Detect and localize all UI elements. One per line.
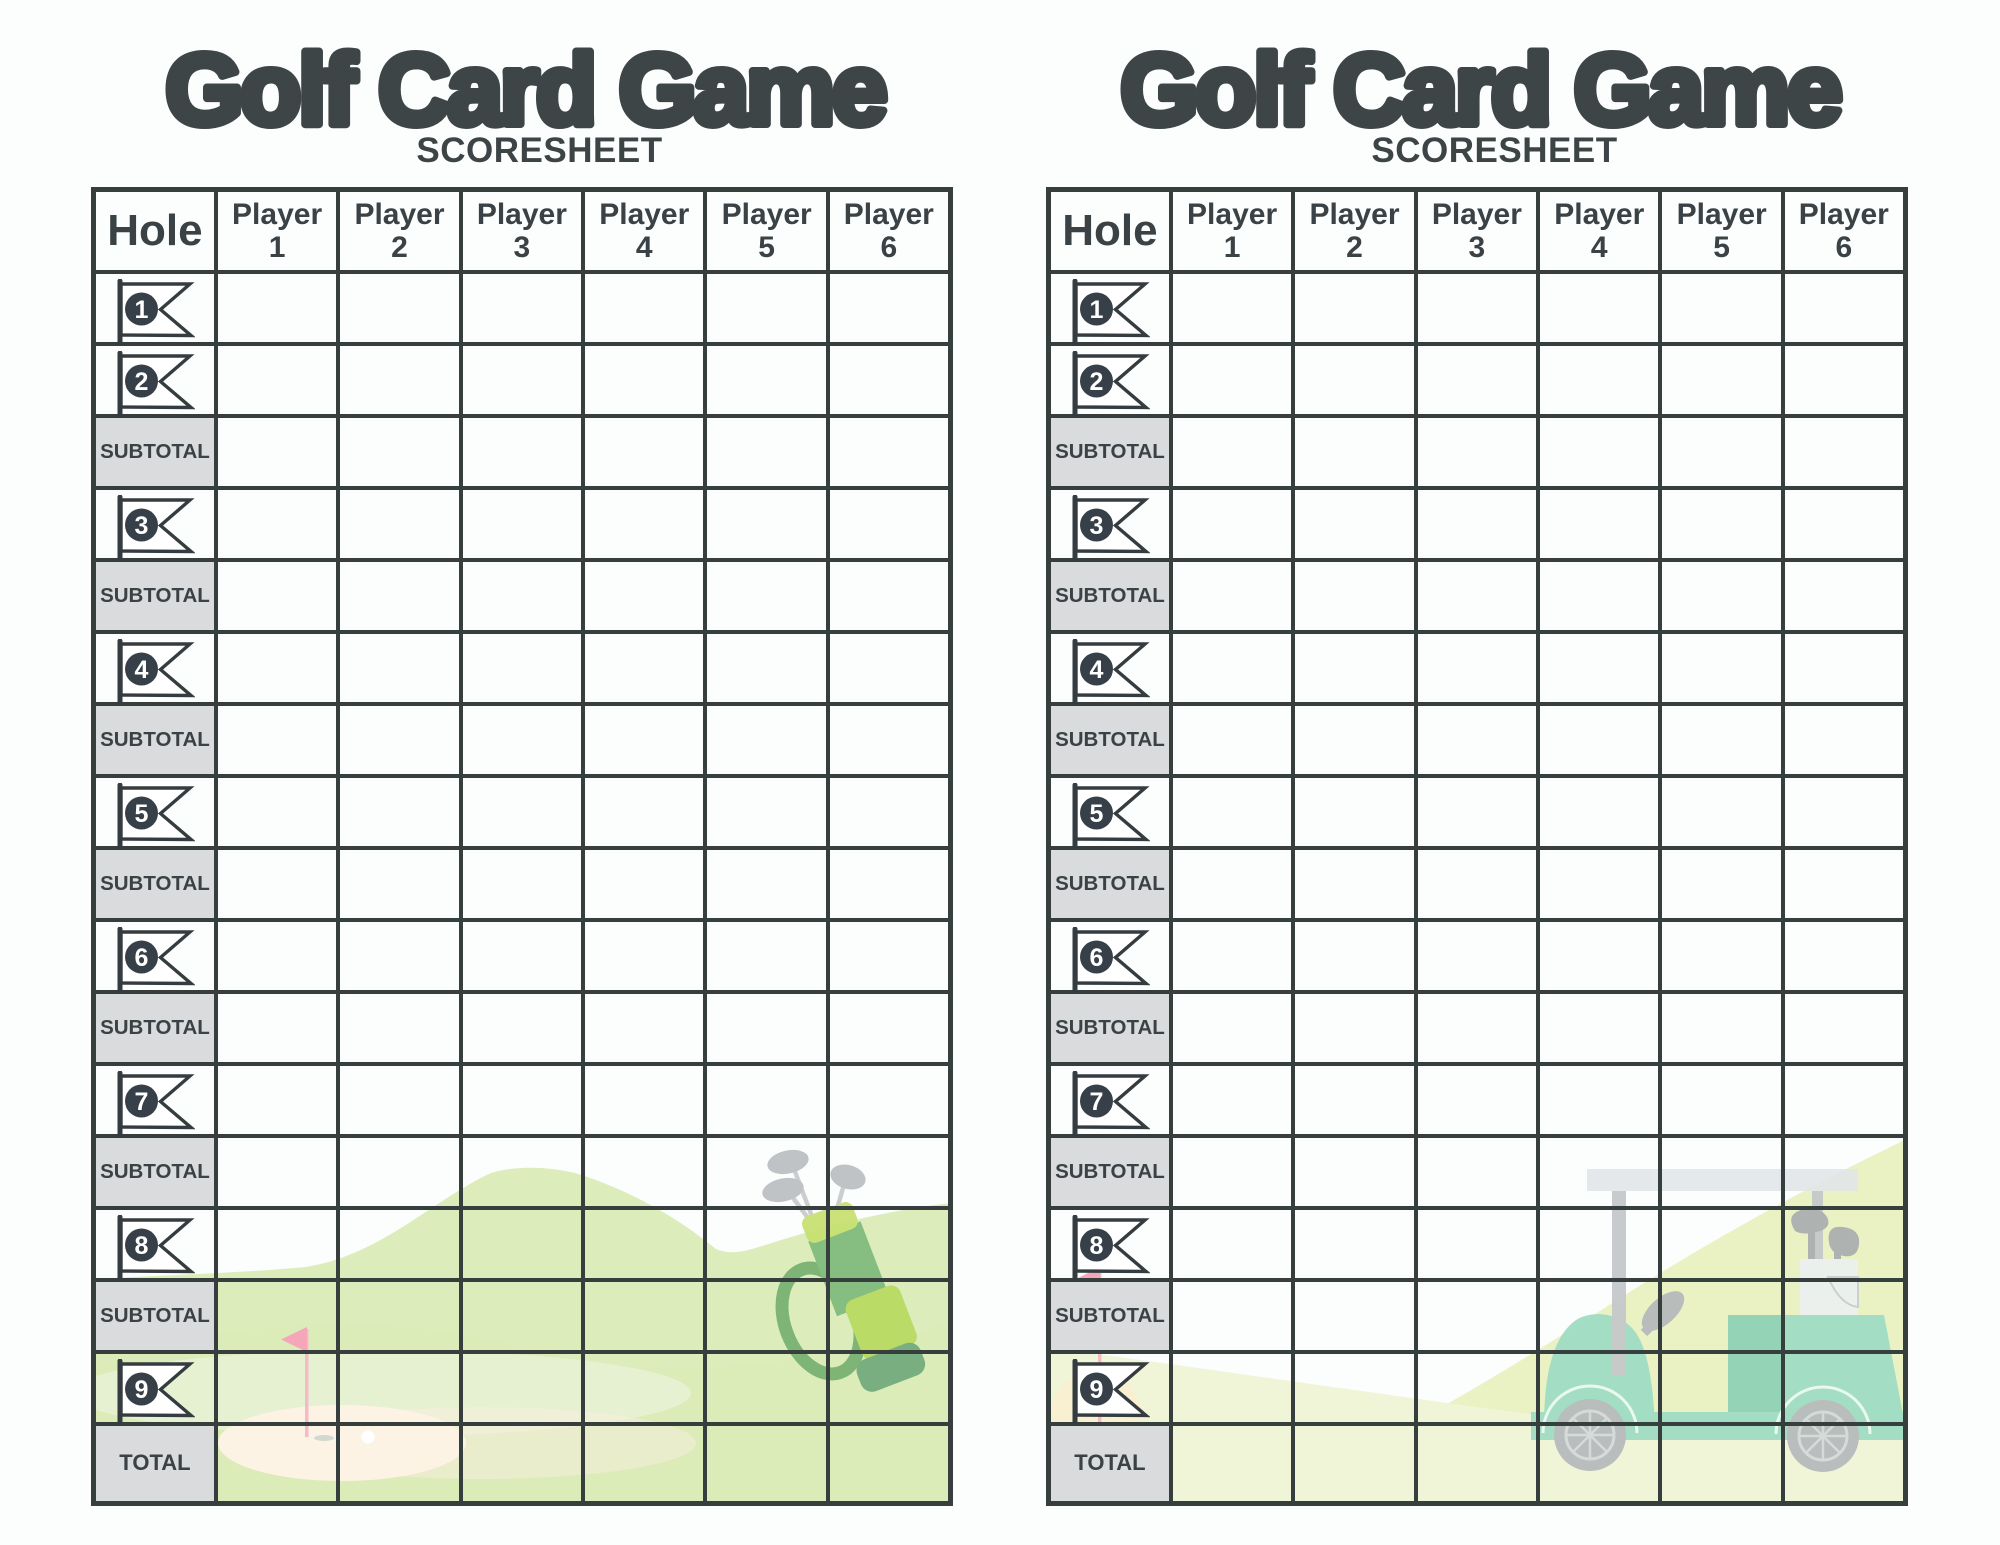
svg-text:8: 8 bbox=[1090, 1232, 1104, 1260]
svg-text:5: 5 bbox=[135, 800, 149, 828]
svg-text:6: 6 bbox=[1090, 944, 1104, 972]
svg-text:6: 6 bbox=[135, 944, 149, 972]
svg-text:1: 1 bbox=[135, 296, 149, 324]
svg-text:7: 7 bbox=[135, 1088, 149, 1116]
svg-text:Golf Card Game: Golf Card Game bbox=[1120, 34, 1840, 140]
svg-text:2: 2 bbox=[1090, 368, 1104, 396]
svg-text:5: 5 bbox=[1090, 800, 1104, 828]
svg-text:7: 7 bbox=[1090, 1088, 1104, 1116]
svg-text:8: 8 bbox=[135, 1232, 149, 1260]
svg-text:1: 1 bbox=[1090, 296, 1104, 324]
svg-text:9: 9 bbox=[135, 1376, 149, 1404]
svg-text:2: 2 bbox=[135, 368, 149, 396]
svg-text:4: 4 bbox=[1090, 656, 1104, 684]
svg-text:3: 3 bbox=[1090, 512, 1104, 540]
svg-text:4: 4 bbox=[135, 656, 149, 684]
svg-text:Golf Card Game: Golf Card Game bbox=[165, 34, 885, 140]
svg-text:9: 9 bbox=[1090, 1376, 1104, 1404]
svg-text:3: 3 bbox=[135, 512, 149, 540]
